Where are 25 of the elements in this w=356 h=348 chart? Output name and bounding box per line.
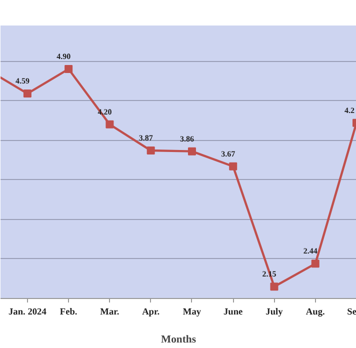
point bbox=[23, 90, 32, 98]
point bbox=[188, 147, 196, 156]
data-label: 4.2 bbox=[344, 106, 354, 115]
data-label: 2.44 bbox=[303, 246, 318, 256]
data-label: 3.86 bbox=[180, 134, 194, 144]
x-tick-label: Mar. bbox=[100, 308, 120, 318]
x-tick-label: June bbox=[224, 308, 243, 318]
data-label: 3.87 bbox=[138, 134, 153, 143]
data-label: 4.90 bbox=[56, 52, 71, 62]
data-label: 3.67 bbox=[221, 149, 236, 158]
x-tick-label: Feb. bbox=[60, 308, 78, 318]
point bbox=[146, 146, 155, 155]
point bbox=[106, 120, 114, 128]
x-tick-label: Jan. 2024 bbox=[8, 308, 47, 318]
x-tick-label: May bbox=[182, 308, 202, 318]
point bbox=[64, 65, 73, 74]
point bbox=[229, 162, 238, 170]
point bbox=[311, 260, 320, 268]
x-tick-label: Se bbox=[347, 308, 356, 318]
x-tick-label: Apr. bbox=[142, 308, 160, 318]
x-tick-label: July bbox=[266, 308, 284, 318]
x-axis-title: Months bbox=[161, 334, 196, 346]
data-label: 4.59 bbox=[15, 76, 30, 86]
point bbox=[270, 282, 278, 291]
x-tick-label: Aug. bbox=[306, 308, 325, 318]
